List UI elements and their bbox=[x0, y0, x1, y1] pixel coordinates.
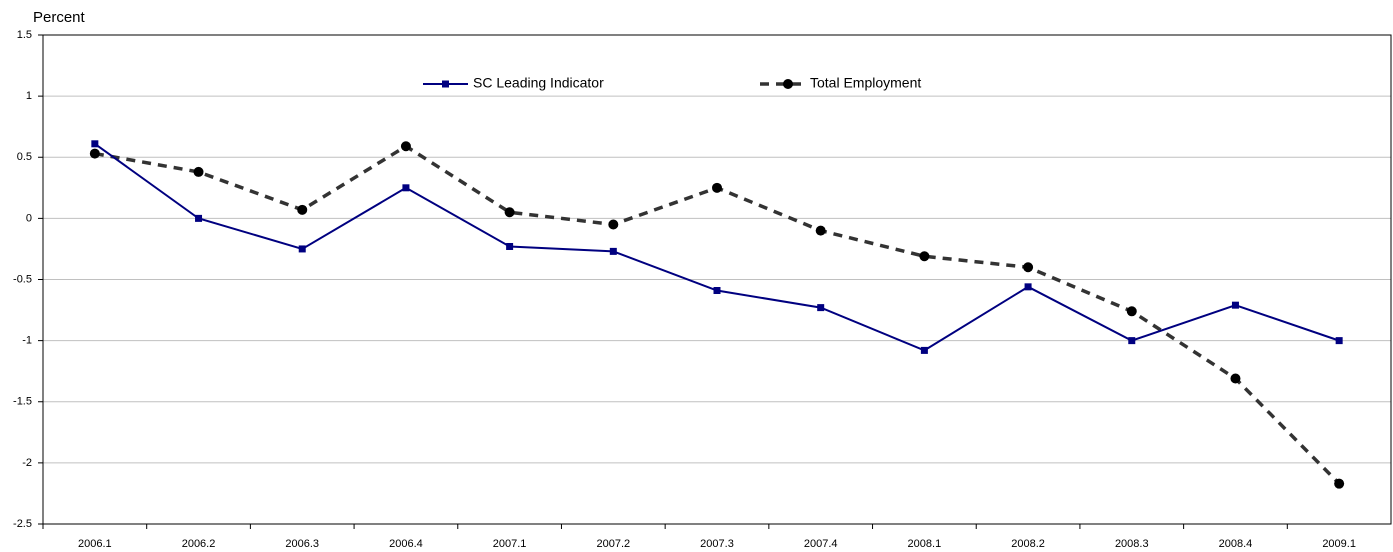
x-tick-label: 2008.3 bbox=[1115, 538, 1149, 550]
marker bbox=[1023, 262, 1034, 273]
marker bbox=[713, 287, 721, 295]
marker bbox=[400, 141, 411, 152]
marker bbox=[1334, 478, 1345, 489]
x-tick-label: 2007.1 bbox=[493, 538, 527, 550]
x-tick-label: 2009.1 bbox=[1322, 538, 1356, 550]
marker bbox=[817, 304, 825, 312]
x-tick-label: 2007.3 bbox=[700, 538, 734, 550]
marker bbox=[402, 184, 410, 192]
x-tick-label: 2006.4 bbox=[389, 538, 423, 550]
x-tick-label: 2007.2 bbox=[596, 538, 630, 550]
y-tick-label: 0.5 bbox=[17, 151, 32, 163]
x-tick-label: 2006.2 bbox=[182, 538, 216, 550]
legend-label: SC Leading Indicator bbox=[473, 75, 604, 91]
legend-label: Total Employment bbox=[810, 75, 921, 91]
y-tick-label: 1 bbox=[26, 90, 32, 102]
marker bbox=[920, 346, 928, 354]
y-tick-label: -2 bbox=[22, 457, 32, 469]
marker bbox=[506, 242, 514, 250]
x-tick-label: 2006.3 bbox=[285, 538, 319, 550]
y-tick-label: -0.5 bbox=[13, 273, 32, 285]
x-tick-label: 2008.2 bbox=[1011, 538, 1045, 550]
marker bbox=[504, 207, 515, 218]
marker bbox=[297, 204, 308, 215]
x-tick-label: 2008.1 bbox=[908, 538, 942, 550]
marker bbox=[1231, 301, 1239, 309]
y-tick-label: -1.5 bbox=[13, 396, 32, 408]
legend-marker bbox=[783, 79, 793, 89]
y-tick-label: 0 bbox=[26, 212, 32, 224]
marker bbox=[815, 225, 826, 236]
marker bbox=[1128, 337, 1136, 345]
series-line bbox=[94, 142, 1340, 352]
legend-marker bbox=[442, 80, 449, 88]
series-line bbox=[94, 144, 1341, 485]
marker bbox=[609, 247, 617, 255]
marker bbox=[712, 182, 722, 193]
y-tick-label: -1 bbox=[22, 335, 32, 347]
y-tick-label: 1.5 bbox=[17, 29, 32, 41]
x-tick-label: 2007.4 bbox=[804, 538, 838, 550]
x-tick-label: 2008.4 bbox=[1219, 538, 1253, 550]
marker bbox=[919, 251, 930, 262]
marker bbox=[193, 166, 204, 177]
marker bbox=[195, 214, 203, 222]
y-tick-label: -2.5 bbox=[13, 518, 32, 530]
y-axis-label: Percent bbox=[33, 9, 86, 26]
x-tick-label: 2006.1 bbox=[78, 538, 112, 550]
marker bbox=[1126, 306, 1137, 317]
plot-border bbox=[42, 34, 1392, 525]
marker bbox=[89, 148, 100, 159]
marker bbox=[1335, 337, 1343, 345]
marker bbox=[608, 219, 619, 230]
marker bbox=[298, 245, 306, 253]
marker bbox=[1024, 283, 1032, 291]
marker bbox=[91, 140, 99, 148]
marker bbox=[1230, 373, 1241, 384]
